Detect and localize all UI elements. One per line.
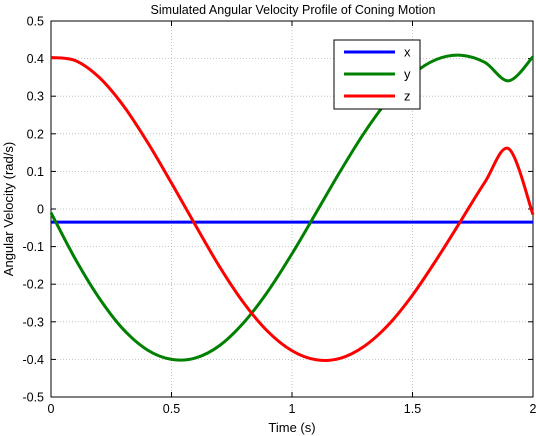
y-tick-label: -0.2 bbox=[22, 278, 44, 292]
y-tick-label: -0.4 bbox=[22, 353, 44, 367]
y-tick-label: -0.1 bbox=[22, 240, 44, 254]
series-line-z bbox=[50, 55, 535, 362]
x-axis-label: Time (s) bbox=[268, 420, 315, 435]
y-tick-label: 0.1 bbox=[27, 165, 44, 179]
legend-label-y: y bbox=[404, 67, 411, 82]
legend: xyz bbox=[333, 39, 421, 110]
legend-label-x: x bbox=[404, 45, 411, 60]
chart-title: Simulated Angular Velocity Profile of Co… bbox=[151, 3, 436, 17]
y-tick-label: -0.3 bbox=[22, 315, 44, 329]
legend-items: xyz bbox=[344, 45, 411, 104]
y-tick-label: -0.5 bbox=[22, 391, 44, 405]
grid bbox=[51, 21, 533, 397]
legend-label-z: z bbox=[404, 89, 411, 104]
y-axis-label: Angular Velocity (rad/s) bbox=[1, 142, 16, 276]
y-tick-label: 0.2 bbox=[27, 127, 44, 141]
x-tick-label: 1.5 bbox=[404, 402, 421, 416]
y-tick-label: 0.5 bbox=[27, 15, 44, 29]
y-tick-label: 0 bbox=[37, 203, 44, 217]
x-tick-label: 1 bbox=[289, 402, 296, 416]
y-tick-label: 0.4 bbox=[27, 52, 44, 66]
series-line-y bbox=[49, 53, 535, 362]
x-tick-label: 0.5 bbox=[163, 402, 180, 416]
x-tick-label: 2 bbox=[530, 402, 536, 416]
series-lines bbox=[49, 53, 535, 362]
axis-ticks: 0 0.5 1 1.5 2 -0.5 -0.4 -0.3 -0.2 -0.1 0 0.1 0.2 0.3 0… bbox=[22, 15, 536, 417]
x-tick-label: 0 bbox=[48, 402, 55, 416]
y-tick-label: 0.3 bbox=[27, 90, 44, 104]
